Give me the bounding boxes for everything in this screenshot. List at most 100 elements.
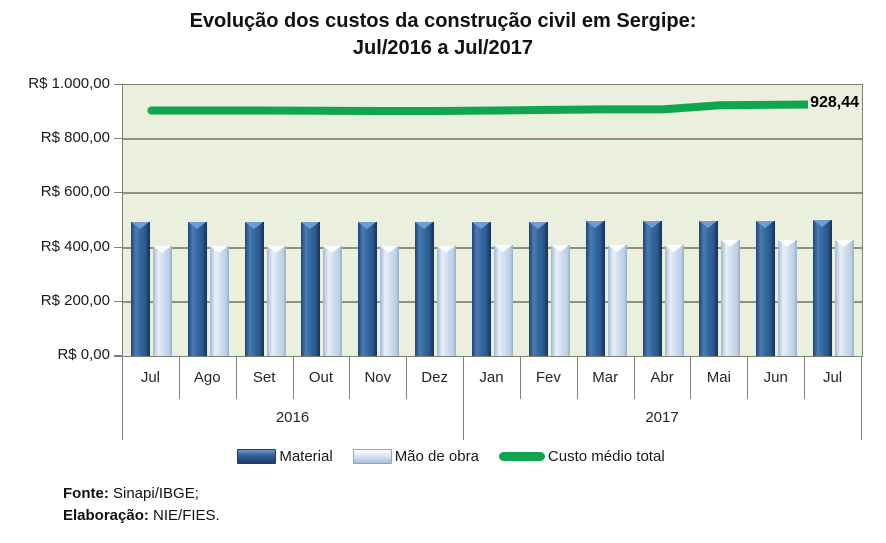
y-axis-tick-label: R$ 1.000,00 [28,75,110,92]
legend-label: Custo médio total [547,448,665,465]
month-separator-line [235,357,237,399]
bar-bevel [472,221,490,229]
bar-bevel [607,244,626,252]
x-axis-month-label: Out [308,369,334,386]
x-axis-month-label: Jan [479,369,504,386]
source-line: Fonte: Sinapi/IBGE; [63,483,220,505]
legend: Material Mão de obra Custo médio total [0,448,886,465]
bar-bevel [585,221,604,229]
mao-de-obra-legend-swatch [352,449,392,464]
mao-de-obra-bar [835,240,855,356]
bar-bevel [813,220,832,228]
line-end-data-label: 928,44 [808,93,861,114]
bar-bevel [209,246,228,254]
material-bar [415,221,435,356]
month-separator-line [178,357,180,399]
bar-bevel [721,240,740,248]
material-bar [244,221,264,356]
y-axis-tick-mark [114,84,122,85]
mao-de-obra-bar [152,246,172,356]
plot-area: 928,44 [122,84,863,357]
x-axis-month-label: Jul [140,369,161,386]
x-axis-month-label: Mai [706,369,731,386]
material-bar [301,221,321,356]
bar-bevel [528,221,547,229]
x-axis-month-labels: Jul Ago Set Out Nov Dez Jan Fev Mar Abr Mai Jun Jul [122,357,863,440]
month-separator-line [349,357,351,399]
bar-bevel [187,221,206,229]
gridline [123,138,862,141]
y-axis-tick-mark [114,246,122,248]
x-axis-month-label: Nov [364,369,392,386]
material-bar [813,220,833,356]
elaboration-line: Elaboração: NIE/FIES. [63,505,220,527]
y-axis-tick-label: R$ 200,00 [40,291,110,309]
month-separator-line [690,357,692,399]
material-bar [528,221,548,356]
chart-title-line2: Jul/2016 a Jul/2017 [352,37,534,59]
mao-de-obra-bar [323,246,343,356]
bar-bevel [778,240,797,248]
y-axis-tick-label: R$ 800,00 [40,129,110,147]
bar-bevel [358,221,377,229]
gridline [123,192,862,195]
x-axis-month-label: Jul [822,369,843,386]
material-bar [130,221,150,356]
material-bar [699,220,719,356]
source-text: Sinapi/IBGE; [108,485,199,502]
material-legend-swatch [237,449,277,464]
y-axis-tick-mark [114,300,122,302]
gridline [123,246,862,249]
month-separator-line [633,357,635,399]
month-separator-line [406,357,408,399]
custo-medio-legend-swatch [498,452,545,461]
bar-bevel [323,246,342,254]
mao-de-obra-bar [607,244,627,356]
year-group-boundary-line [861,357,862,440]
y-axis-tick-mark [114,355,122,356]
y-axis-tick-label: R$ 600,00 [40,183,110,201]
source-note: Fonte: Sinapi/IBGE; Elaboração: NIE/FIES… [63,483,220,527]
x-axis-month-label: Jun [763,369,788,386]
y-axis-tick-mark [114,192,122,194]
bar-bevel [494,245,512,253]
mao-de-obra-bar [209,246,229,356]
x-axis-month-label: Abr [650,369,674,386]
bar-bevel [756,220,775,228]
source-label: Fonte: [63,485,109,502]
bar-bevel [835,240,854,248]
month-separator-line [747,357,749,399]
material-bar [756,220,776,356]
bar-bevel [550,245,569,253]
bar-bevel [130,221,149,229]
mao-de-obra-bar [778,240,798,356]
x-axis-month-label: Dez [421,369,448,386]
bar-bevel [380,246,399,254]
legend-item: Mão de obra [352,448,479,465]
chart-title-line1: Evolução dos custos da construção civil … [189,10,697,32]
bar-bevel [642,221,661,229]
gridline [123,300,862,303]
material-bar [187,221,207,356]
x-axis-year-label: 2016 [275,409,310,426]
legend-label: Mão de obra [394,448,479,465]
month-separator-line [576,357,578,399]
year-group-boundary-line [463,357,465,440]
chart-title: Evolução dos custos da construção civil … [0,8,886,62]
x-axis-month-label: Fev [535,369,561,386]
bar-bevel [664,244,683,252]
mao-de-obra-bar [266,246,286,356]
mao-de-obra-bar [437,246,457,356]
x-axis-month-label: Ago [193,369,221,386]
mao-de-obra-bar [550,245,570,356]
material-bar [358,221,378,356]
elaboration-text: NIE/FIES. [148,507,220,524]
material-bar [472,221,491,356]
month-separator-line [804,357,806,399]
legend-label: Material [279,448,333,465]
x-axis-month-label: Set [252,369,276,386]
bar-bevel [437,246,456,254]
month-separator-line [292,357,294,399]
x-axis-month-label: Mar [592,369,619,386]
